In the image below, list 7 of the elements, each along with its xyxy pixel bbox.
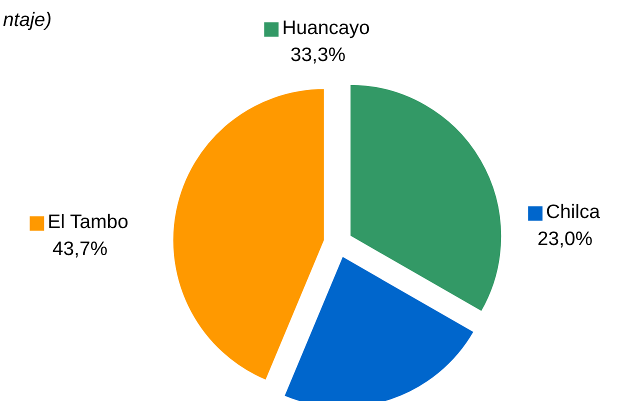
legend-label: Chilca (546, 204, 600, 218)
data-label: 43,7% (52, 241, 107, 258)
legend-label: El Tambo (49, 214, 128, 228)
legend-label: Huancayo (284, 20, 369, 38)
data-label: 33,3% (291, 47, 345, 64)
chart-title: ntaje) (3, 12, 50, 30)
data-label: 23,0% (538, 231, 592, 248)
